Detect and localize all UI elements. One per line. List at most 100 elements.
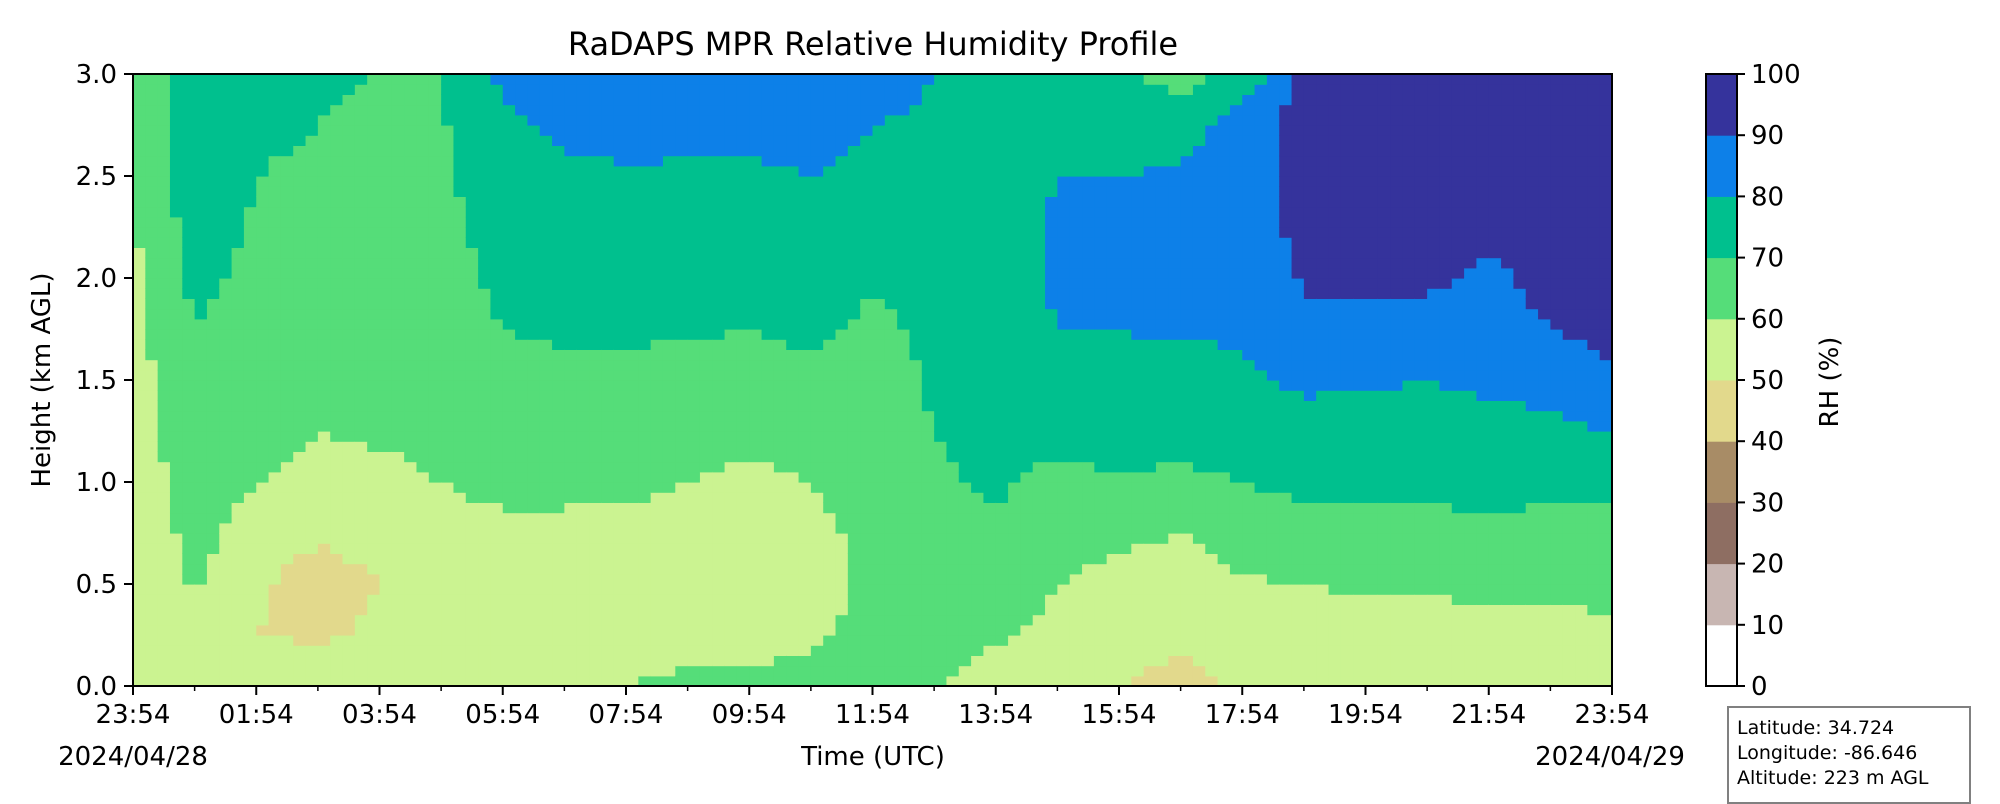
rh-cell — [884, 278, 898, 289]
rh-cell — [404, 349, 418, 361]
rh-cell — [613, 176, 627, 187]
rh-cell — [934, 635, 948, 646]
rh-cell — [133, 553, 146, 565]
rh-cell — [1106, 400, 1120, 412]
rh-cell — [157, 359, 171, 371]
rh-cell — [650, 186, 664, 197]
rh-cell — [404, 267, 418, 279]
rh-cell — [465, 614, 479, 626]
rh-cell — [1057, 533, 1071, 544]
rh-cell — [502, 573, 516, 585]
rh-cell — [773, 645, 787, 656]
rh-cell — [527, 431, 541, 442]
rh-cell — [749, 165, 763, 177]
rh-cell — [810, 165, 824, 177]
rh-cell — [576, 665, 590, 677]
rh-cell — [391, 512, 405, 524]
rh-cell — [243, 410, 257, 422]
rh-cell — [367, 655, 381, 667]
rh-cell — [317, 104, 331, 116]
rh-cell — [675, 482, 689, 493]
rh-cell — [1106, 563, 1120, 575]
rh-cell — [958, 441, 972, 452]
rh-cell — [133, 298, 146, 310]
rh-cell — [157, 278, 171, 289]
rh-cell — [1069, 329, 1083, 340]
rh-cell — [983, 604, 997, 616]
rh-cell — [1057, 400, 1071, 412]
rh-cell — [280, 369, 294, 381]
rh-cell — [515, 196, 528, 208]
rh-cell — [1106, 655, 1120, 667]
rh-cell — [884, 624, 898, 636]
rh-cell — [736, 502, 750, 514]
rh-cell — [342, 257, 356, 269]
rh-cell — [626, 339, 639, 350]
rh-cell — [441, 267, 455, 279]
rh-cell — [133, 645, 146, 656]
rh-cell — [1131, 257, 1145, 269]
rh-cell — [243, 461, 257, 473]
rh-cell — [552, 288, 565, 299]
rh-cell — [428, 522, 442, 534]
rh-cell — [589, 369, 602, 381]
rh-cell — [342, 451, 356, 463]
rh-cell — [305, 227, 319, 238]
rh-cell — [280, 512, 294, 524]
rh-cell — [206, 482, 220, 493]
rh-cell — [441, 400, 455, 412]
rh-cell — [268, 349, 282, 361]
rh-cell — [1008, 522, 1021, 534]
rh-cell — [465, 584, 479, 595]
rh-cell — [983, 176, 997, 187]
rh-cell — [662, 410, 676, 422]
rh-cell — [921, 451, 935, 463]
rh-cell — [1106, 329, 1120, 340]
rh-cell — [478, 359, 492, 371]
rh-cell — [626, 84, 639, 95]
rh-cell — [847, 543, 861, 554]
rh-cell — [404, 74, 418, 85]
rh-cell — [539, 390, 553, 401]
rh-cell — [687, 502, 701, 514]
rh-cell — [934, 349, 948, 361]
rh-cell — [860, 104, 874, 116]
rh-cell — [317, 675, 331, 687]
rh-cell — [613, 441, 627, 452]
rh-cell — [342, 543, 356, 554]
rh-cell — [786, 359, 800, 371]
rh-cell — [662, 227, 676, 238]
rh-cell — [194, 543, 208, 554]
rh-cell — [354, 420, 368, 432]
rh-cell — [256, 431, 270, 442]
rh-cell — [133, 84, 146, 95]
rh-cell — [884, 349, 898, 361]
rh-cell — [527, 206, 541, 218]
rh-cell — [650, 206, 664, 218]
rh-cell — [576, 533, 590, 544]
rh-cell — [1057, 247, 1071, 259]
rh-cell — [268, 420, 282, 432]
rh-cell — [305, 74, 319, 85]
rh-cell — [182, 584, 196, 595]
rh-cell — [293, 390, 307, 401]
rh-cell — [490, 645, 504, 656]
rh-cell — [404, 533, 418, 544]
rh-cell — [219, 512, 233, 524]
rh-cell — [243, 298, 257, 310]
rh-cell — [539, 104, 553, 116]
rh-cell — [626, 186, 639, 197]
rh-cell — [330, 329, 344, 340]
rh-cell — [342, 165, 356, 177]
rh-cell — [1131, 614, 1145, 626]
rh-cell — [1020, 563, 1034, 575]
rh-cell — [1020, 655, 1034, 667]
rh-cell — [478, 543, 492, 554]
rh-cell — [835, 451, 849, 463]
rh-cell — [761, 339, 775, 350]
rh-cell — [1020, 308, 1034, 320]
rh-cell — [428, 471, 442, 483]
rh-cell — [847, 390, 861, 401]
rh-cell — [404, 298, 418, 310]
rh-cell — [453, 492, 467, 503]
